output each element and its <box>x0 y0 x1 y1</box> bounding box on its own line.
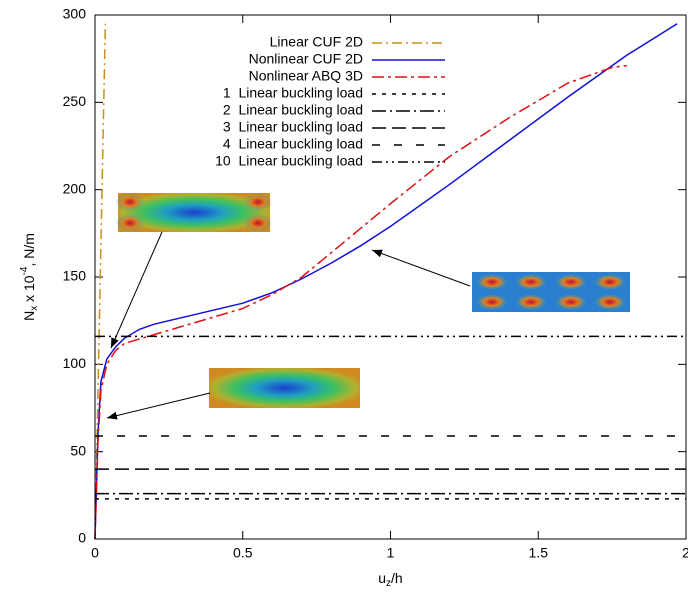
legend-label: 3 Linear buckling load <box>223 119 363 135</box>
axis-label-part: , N/m <box>21 233 37 266</box>
axis-label-part: N <box>21 311 37 321</box>
y-tick-label: 100 <box>63 355 87 371</box>
legend-label: 10 Linear buckling load <box>215 153 363 169</box>
axis-label-part: u <box>378 570 386 586</box>
axis-label-part: /h <box>391 570 403 586</box>
legend-label: 1 Linear buckling load <box>223 85 363 101</box>
y-tick-label: 200 <box>63 180 87 196</box>
y-tick-label: 150 <box>63 268 87 284</box>
y-tick-label: 300 <box>63 6 87 22</box>
legend-label: Nonlinear CUF 2D <box>249 51 363 67</box>
y-tick-label: 50 <box>70 442 86 458</box>
arrows <box>106 231 471 420</box>
x-tick-label: 2 <box>682 545 688 561</box>
legend-label: 4 Linear buckling load <box>223 136 363 152</box>
y-tick-label: 250 <box>63 93 87 109</box>
legend-label: Nonlinear ABQ 3D <box>249 68 363 84</box>
x-tick-label: 0.5 <box>233 545 253 561</box>
x-tick-label: 1.5 <box>529 545 549 561</box>
series-line <box>94 64 627 540</box>
inset-mode-2 <box>209 368 360 408</box>
plot-frame <box>94 14 687 540</box>
y-axis-label: Nx x 10-4, N/m <box>19 233 40 321</box>
y-tick-label: 0 <box>78 530 86 546</box>
x-tick-label: 0 <box>91 545 99 561</box>
axis-label-part: x 10 <box>21 275 37 306</box>
inset-images <box>116 193 630 408</box>
inset-mode-3 <box>472 272 630 312</box>
x-axis-label: uz/h <box>378 570 402 589</box>
axis-label-part: -4 <box>19 266 30 275</box>
legend-label: Linear CUF 2D <box>270 34 363 50</box>
axis-label-part: z <box>386 578 391 589</box>
legend-label: 2 Linear buckling load <box>223 102 363 118</box>
x-tick-label: 1 <box>387 545 395 561</box>
series-line <box>94 23 678 540</box>
axis-label-part: x <box>29 306 40 311</box>
